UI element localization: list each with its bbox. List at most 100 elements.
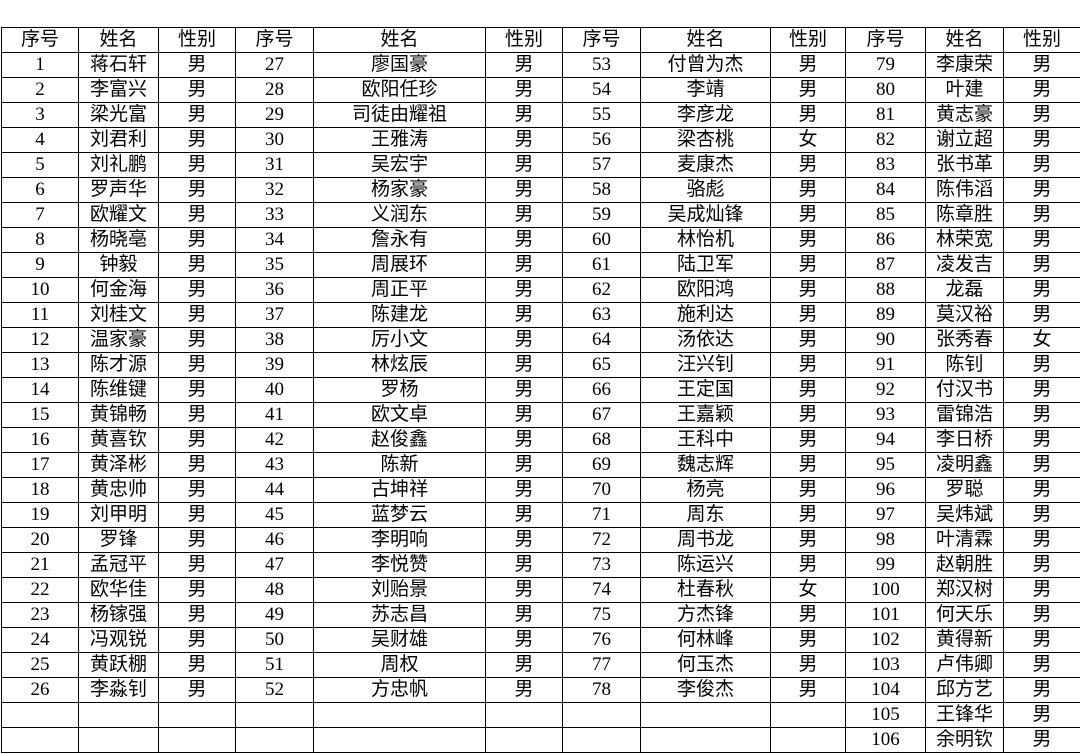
index-cell: 87 xyxy=(845,252,926,278)
gender-cell: 男 xyxy=(485,152,563,178)
name-cell: 欧华佳 xyxy=(78,577,159,603)
index-cell: 96 xyxy=(845,477,926,503)
index-cell: 78 xyxy=(562,677,641,703)
gender-cell: 男 xyxy=(485,602,563,628)
gender-cell: 男 xyxy=(1003,527,1080,553)
table-row: 5 刘礼鹏男 31 吴宏宇男 57 麦康杰男 83 张书革男 xyxy=(1,152,1080,178)
empty-cell xyxy=(235,702,314,728)
index-cell: 9 xyxy=(1,252,79,278)
table-row: 24 冯观锐男 50 吴财雄男 76 何林峰男 102 黄得新男 xyxy=(1,627,1080,653)
table-row: 9 钟毅男 35 周展环男 61 陆卫军男 87 凌发吉男 xyxy=(1,252,1080,278)
index-cell: 29 xyxy=(235,102,314,128)
index-cell: 7 xyxy=(1,202,79,228)
index-cell: 62 xyxy=(562,277,641,303)
index-cell: 47 xyxy=(235,552,314,578)
name-cell: 陈维键 xyxy=(78,377,159,403)
name-cell: 詹永有 xyxy=(313,227,486,253)
name-cell: 李康荣 xyxy=(925,52,1004,78)
index-cell: 21 xyxy=(1,552,79,578)
gender-cell: 男 xyxy=(770,527,846,553)
index-cell: 82 xyxy=(845,127,926,153)
header-cell: 性别 xyxy=(485,27,563,53)
index-cell: 4 xyxy=(1,127,79,153)
gender-cell: 男 xyxy=(485,427,563,453)
index-cell: 42 xyxy=(235,427,314,453)
name-cell: 余明钦 xyxy=(925,727,1004,753)
name-cell: 麦康杰 xyxy=(640,152,771,178)
gender-cell: 男 xyxy=(1003,477,1080,503)
index-cell: 68 xyxy=(562,427,641,453)
name-cell: 谢立超 xyxy=(925,127,1004,153)
name-cell: 邱方艺 xyxy=(925,677,1004,703)
name-cell: 周正平 xyxy=(313,277,486,303)
gender-cell: 男 xyxy=(1003,677,1080,703)
empty-cell xyxy=(562,702,641,728)
name-cell: 付汉书 xyxy=(925,377,1004,403)
name-cell: 王嘉颖 xyxy=(640,402,771,428)
roster-table: 序号 姓名 性别 序号 姓名 性别 序号 姓名 性别 序号 姓名 性别 1 蒋石轩男 27 廖国豪男 53 付曾… xyxy=(1,27,1080,753)
name-cell: 陈建龙 xyxy=(313,302,486,328)
name-cell: 赵俊鑫 xyxy=(313,427,486,453)
name-cell: 欧阳任珍 xyxy=(313,77,486,103)
name-cell: 林荣宽 xyxy=(925,227,1004,253)
gender-cell: 男 xyxy=(485,302,563,328)
gender-cell: 男 xyxy=(158,327,236,353)
gender-cell: 男 xyxy=(158,252,236,278)
gender-cell: 男 xyxy=(1003,502,1080,528)
name-cell: 刘贻景 xyxy=(313,577,486,603)
table-row: 11 刘桂文男 37 陈建龙男 63 施利达男 89 莫汉裕男 xyxy=(1,302,1080,328)
index-cell: 59 xyxy=(562,202,641,228)
name-cell: 冯观锐 xyxy=(78,627,159,653)
gender-cell: 男 xyxy=(485,377,563,403)
gender-cell: 男 xyxy=(770,627,846,653)
index-cell: 44 xyxy=(235,477,314,503)
name-cell: 卢伟卿 xyxy=(925,652,1004,678)
name-cell: 厉小文 xyxy=(313,327,486,353)
table-row: 3 梁光富男 29 司徒由耀祖男 55 李彦龙男 81 黄志豪男 xyxy=(1,102,1080,128)
gender-cell: 男 xyxy=(485,327,563,353)
index-cell: 10 xyxy=(1,277,79,303)
index-cell: 94 xyxy=(845,427,926,453)
table-row: 6 罗声华男 32 杨家豪男 58 骆彪男 84 陈伟滔男 xyxy=(1,177,1080,203)
index-cell: 99 xyxy=(845,552,926,578)
gender-cell: 男 xyxy=(1003,227,1080,253)
index-cell: 80 xyxy=(845,77,926,103)
gender-cell: 男 xyxy=(158,602,236,628)
index-cell: 71 xyxy=(562,502,641,528)
index-cell: 66 xyxy=(562,377,641,403)
name-cell: 张书革 xyxy=(925,152,1004,178)
table-row: 8 杨晓亳男 34 詹永有男 60 林怡机男 86 林荣宽男 xyxy=(1,227,1080,253)
index-cell: 60 xyxy=(562,227,641,253)
gender-cell: 男 xyxy=(1003,202,1080,228)
table-row: 10 何金海男 36 周正平男 62 欧阳鸿男 88 龙磊男 xyxy=(1,277,1080,303)
name-cell: 孟冠平 xyxy=(78,552,159,578)
index-cell: 88 xyxy=(845,277,926,303)
name-cell: 李淼钊 xyxy=(78,677,159,703)
index-cell: 67 xyxy=(562,402,641,428)
index-cell: 38 xyxy=(235,327,314,353)
table-row: 20 罗锋男 46 李明响男 72 周书龙男 98 叶清霖男 xyxy=(1,527,1080,553)
gender-cell: 男 xyxy=(485,652,563,678)
index-cell: 75 xyxy=(562,602,641,628)
gender-cell: 男 xyxy=(770,152,846,178)
index-cell: 36 xyxy=(235,277,314,303)
index-cell: 54 xyxy=(562,77,641,103)
name-cell: 陈钊 xyxy=(925,352,1004,378)
gender-cell: 男 xyxy=(1003,402,1080,428)
name-cell: 义润东 xyxy=(313,202,486,228)
name-cell: 李彦龙 xyxy=(640,102,771,128)
index-cell: 58 xyxy=(562,177,641,203)
index-cell: 51 xyxy=(235,652,314,678)
gender-cell: 男 xyxy=(158,152,236,178)
table-row: 21 孟冠平男 47 李悦赞男 73 陈运兴男 99 赵朝胜男 xyxy=(1,552,1080,578)
index-cell: 70 xyxy=(562,477,641,503)
gender-cell: 男 xyxy=(1003,552,1080,578)
index-cell: 53 xyxy=(562,52,641,78)
name-cell: 欧文卓 xyxy=(313,402,486,428)
index-cell: 40 xyxy=(235,377,314,403)
index-cell: 20 xyxy=(1,527,79,553)
index-cell: 56 xyxy=(562,127,641,153)
name-cell: 方忠帆 xyxy=(313,677,486,703)
gender-cell: 男 xyxy=(485,452,563,478)
gender-cell: 男 xyxy=(158,52,236,78)
